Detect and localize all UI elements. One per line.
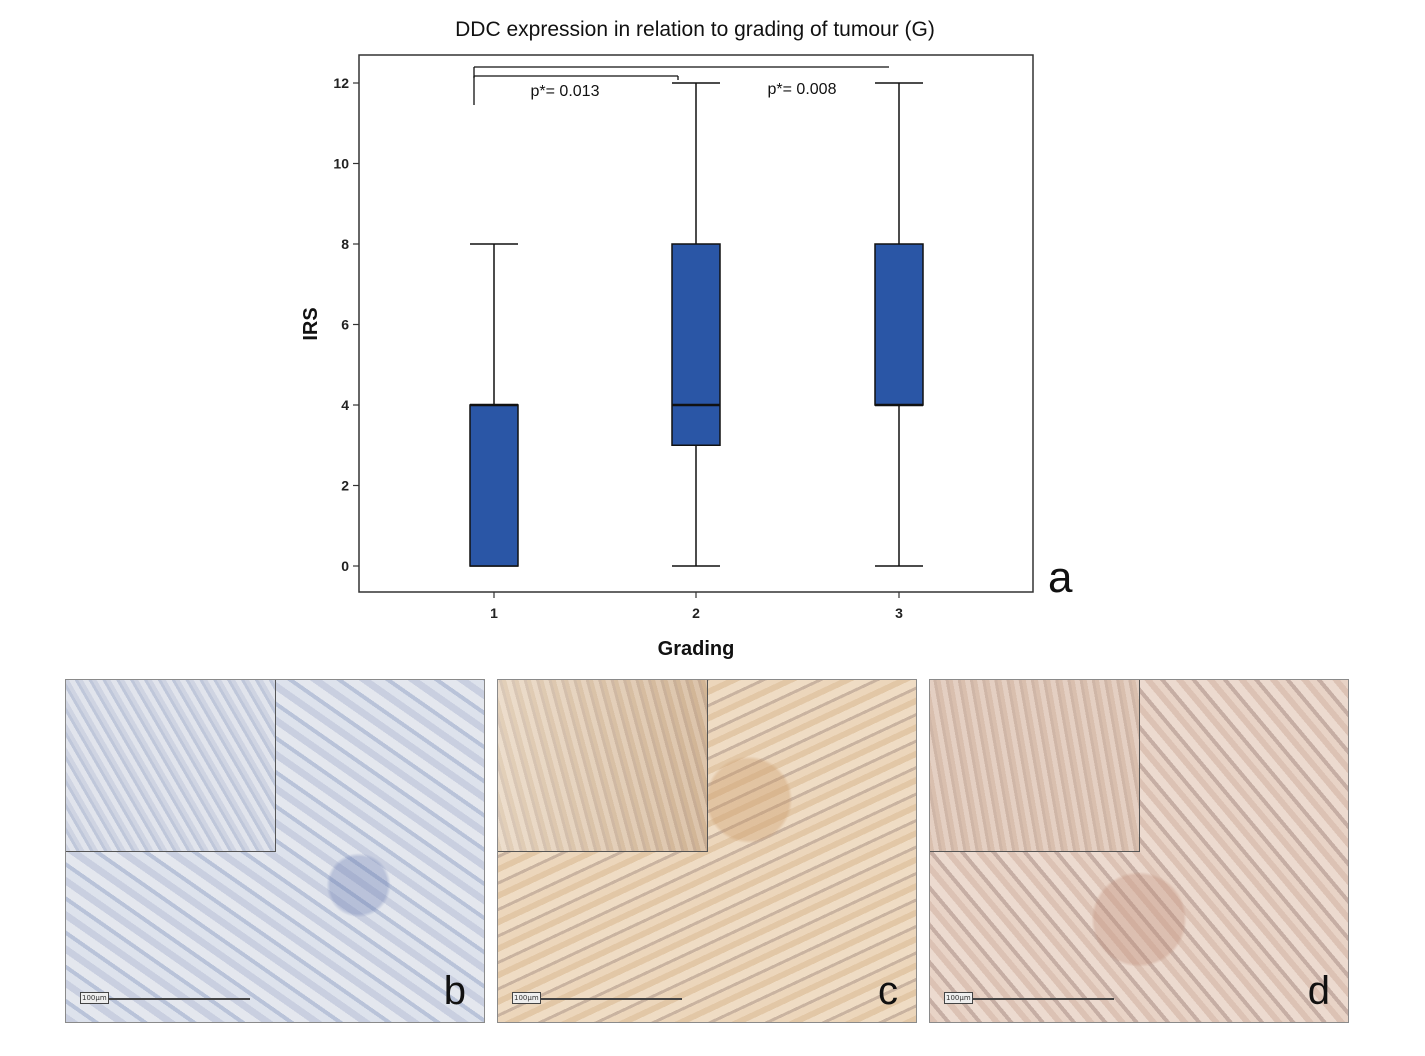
- x-axis: 1 2 3: [490, 592, 903, 621]
- x-axis-label: Grading: [658, 638, 735, 660]
- box-iqr: [469, 404, 519, 567]
- x-tick-label: 2: [692, 605, 700, 621]
- significance-bracket: p*= 0.008: [473, 66, 889, 98]
- scale-bar-label: 100µm: [512, 992, 541, 1004]
- y-tick-label: 0: [341, 558, 349, 574]
- scale-bar-line: [80, 998, 250, 1000]
- scale-bar-label: 100µm: [80, 992, 109, 1004]
- box-1: [469, 243, 519, 567]
- micrograph-panel-c: 100µm c: [497, 679, 917, 1023]
- scale-bar-line: [944, 998, 1114, 1000]
- micrograph-panel-b: 100µm b: [65, 679, 485, 1023]
- box-3: [874, 82, 924, 567]
- micrograph-inset-d: [930, 680, 1140, 852]
- scale-bar-c: 100µm: [512, 992, 682, 1004]
- p-value-label: p*= 0.013: [531, 83, 600, 100]
- micrograph-inset-c: [498, 680, 708, 852]
- box-iqr: [874, 243, 924, 406]
- scale-bar-line: [512, 998, 682, 1000]
- y-axis-label: IRS: [300, 307, 322, 340]
- y-tick-label: 8: [341, 236, 349, 252]
- chart-title: DDC expression in relation to grading of…: [455, 18, 935, 41]
- box-plot-chart: DDC expression in relation to grading of…: [300, 18, 1034, 660]
- micrograph-inset-b: [66, 680, 276, 852]
- y-tick-label: 10: [333, 156, 349, 172]
- scale-bar-d: 100µm: [944, 992, 1114, 1004]
- panel-label-b: b: [443, 969, 466, 1013]
- panel-label-d: d: [1307, 969, 1330, 1013]
- significance-annotations: p*= 0.013 p*= 0.008: [473, 66, 889, 105]
- box-2: [671, 82, 721, 567]
- panel-label-c: c: [878, 969, 898, 1013]
- x-tick-label: 3: [895, 605, 903, 621]
- scale-bar-label: 100µm: [944, 992, 973, 1004]
- y-tick-label: 2: [341, 478, 349, 494]
- y-tick-label: 4: [341, 397, 349, 413]
- significance-bracket: p*= 0.013: [473, 75, 679, 105]
- y-axis: 0 2 4 6 8 10 12: [333, 75, 359, 574]
- micrograph-panel-d: 100µm d: [929, 679, 1349, 1023]
- box-series: [469, 82, 924, 567]
- panel-label-a: a: [1048, 553, 1073, 602]
- y-tick-label: 6: [341, 317, 349, 333]
- box-iqr: [671, 243, 721, 446]
- scale-bar-b: 100µm: [80, 992, 250, 1004]
- x-tick-label: 1: [490, 605, 498, 621]
- p-value-label: p*= 0.008: [768, 81, 837, 98]
- y-tick-label: 12: [333, 75, 349, 91]
